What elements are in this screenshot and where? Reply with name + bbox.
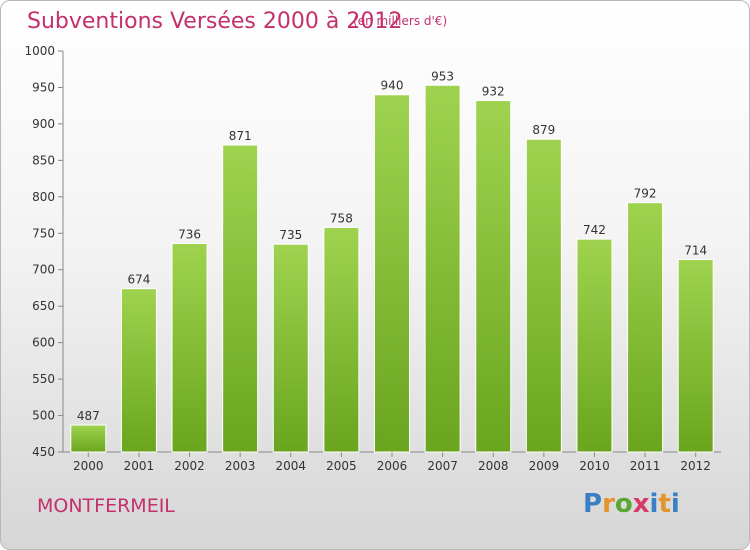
value-label-2007: 953 bbox=[431, 69, 454, 83]
value-label-2012: 714 bbox=[684, 244, 707, 258]
axes: 450 500 550 600 650 700 750 800 850 900 950 1000 200… bbox=[24, 44, 721, 473]
x-tick-label: 2002 bbox=[174, 459, 205, 473]
chart-subtitle: (en milliers d'€) bbox=[353, 14, 448, 28]
x-tick-label: 2012 bbox=[680, 459, 711, 473]
value-label-2003: 871 bbox=[229, 129, 252, 143]
y-tick-label: 650 bbox=[32, 299, 55, 313]
value-label-2009: 879 bbox=[532, 123, 555, 137]
y-tick-label: 550 bbox=[32, 372, 55, 386]
bar-2002 bbox=[171, 242, 208, 453]
x-tick-label: 2001 bbox=[124, 459, 155, 473]
x-tick-label: 2005 bbox=[326, 459, 357, 473]
bar-2006 bbox=[374, 94, 410, 453]
x-tick-label: 2009 bbox=[529, 459, 560, 473]
y-tick-label: 600 bbox=[32, 336, 55, 350]
value-label-2002: 736 bbox=[178, 227, 201, 241]
bar-2011 bbox=[627, 202, 664, 453]
value-label-2000: 487 bbox=[77, 409, 100, 423]
bar-2005 bbox=[323, 226, 360, 453]
bar-2012 bbox=[677, 259, 714, 453]
x-tick-label: 2011 bbox=[630, 459, 661, 473]
bar-2001 bbox=[120, 288, 157, 453]
bar-2004 bbox=[272, 243, 309, 453]
chart-title: Subventions Versées 2000 à 2012 bbox=[27, 9, 403, 34]
x-tick-label: 2000 bbox=[73, 459, 104, 473]
value-labels: 487 674 736 871 735 758 940 953 932 879 742 792 714 bbox=[77, 69, 707, 423]
bar-2003 bbox=[222, 144, 259, 453]
y-tick-label: 450 bbox=[32, 445, 55, 459]
proxiti-logo: Proxiti bbox=[583, 489, 680, 519]
value-label-2011: 792 bbox=[634, 187, 657, 201]
value-label-2001: 674 bbox=[127, 273, 150, 287]
bar-2010 bbox=[576, 238, 613, 453]
bar-2007 bbox=[424, 84, 461, 453]
y-tick-label: 900 bbox=[32, 117, 55, 131]
x-tick-label: 2007 bbox=[427, 459, 458, 473]
value-label-2004: 735 bbox=[279, 228, 302, 242]
y-tick-label: 950 bbox=[32, 80, 55, 94]
y-tick-label: 750 bbox=[32, 226, 55, 240]
value-label-2006: 940 bbox=[381, 79, 404, 93]
x-tick-label: 2004 bbox=[275, 459, 306, 473]
x-tick-label: 2006 bbox=[377, 459, 408, 473]
y-tick-label: 500 bbox=[32, 409, 55, 423]
y-tick-label: 700 bbox=[32, 263, 55, 277]
commune-name: MONTFERMEIL bbox=[37, 495, 175, 517]
y-tick-label: 1000 bbox=[24, 44, 55, 58]
value-label-2008: 932 bbox=[482, 85, 505, 99]
bars bbox=[70, 84, 714, 453]
x-tick-label: 2008 bbox=[478, 459, 509, 473]
y-tick-label: 850 bbox=[32, 153, 55, 167]
x-tick-label: 2010 bbox=[579, 459, 610, 473]
y-tick-label: 800 bbox=[32, 190, 55, 204]
bar-2008 bbox=[475, 100, 512, 453]
value-label-2010: 742 bbox=[583, 223, 606, 237]
bar-2000 bbox=[70, 424, 107, 453]
value-label-2005: 758 bbox=[330, 211, 353, 225]
bar-2009 bbox=[525, 138, 562, 453]
x-tick-label: 2003 bbox=[225, 459, 256, 473]
